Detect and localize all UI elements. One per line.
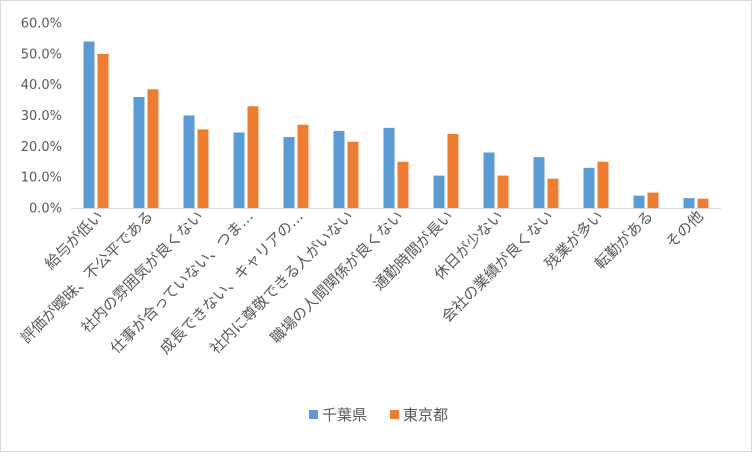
y-tick-label: 30.0% (21, 109, 62, 124)
category-label: その他 (662, 207, 707, 252)
bar-series1-3 (233, 132, 245, 208)
y-tick-label: 10.0% (21, 171, 62, 186)
bar-series1-2 (183, 115, 195, 208)
bar-series2-2 (197, 129, 209, 208)
bar-series1-6 (383, 127, 395, 208)
bar-series2-1 (147, 89, 159, 208)
bar-series1-11 (633, 195, 645, 208)
bar-series2-0 (97, 53, 109, 209)
y-tick-label: 40.0% (21, 78, 62, 93)
x-axis-labels: 給与が低い評価が曖昧、不公平である社内の雰囲気が良くない仕事が合っていない、つま… (17, 207, 707, 358)
y-tick-label: 60.0% (21, 17, 62, 32)
bar-series2-7 (447, 134, 459, 208)
bar-series2-9 (547, 178, 559, 208)
bar-series1-5 (333, 130, 345, 208)
bar-series2-12 (697, 198, 709, 208)
y-tick-label: 50.0% (21, 47, 62, 62)
bar-series1-12 (683, 198, 695, 208)
bar-series1-9 (533, 157, 545, 208)
bar-series2-8 (497, 175, 509, 208)
y-axis: 0.0% 10.0% 20.0% 30.0% 40.0% 50.0% 60.0% (21, 17, 62, 217)
legend-swatch-2 (390, 410, 399, 419)
bar-series2-6 (397, 161, 409, 208)
bar-series2-11 (647, 192, 659, 208)
bar-series1-4 (283, 137, 295, 208)
y-tick-label: 0.0% (29, 202, 62, 217)
bar-series1-8 (483, 152, 495, 208)
y-tick-label: 20.0% (21, 140, 62, 155)
bar-series2-5 (347, 141, 359, 208)
bar-series2-3 (247, 106, 259, 208)
bar-series1-10 (583, 167, 595, 208)
bars-group (83, 41, 709, 209)
bar-series2-10 (597, 161, 609, 208)
legend: 千葉県 東京都 (309, 406, 448, 424)
bar-series1-1 (133, 97, 145, 208)
legend-label-1: 千葉県 (322, 406, 367, 424)
bar-series1-0 (83, 41, 95, 208)
legend-label-2: 東京都 (403, 406, 448, 424)
bar-series2-4 (297, 124, 309, 208)
bar-series1-7 (433, 175, 445, 208)
legend-swatch-1 (309, 410, 318, 419)
